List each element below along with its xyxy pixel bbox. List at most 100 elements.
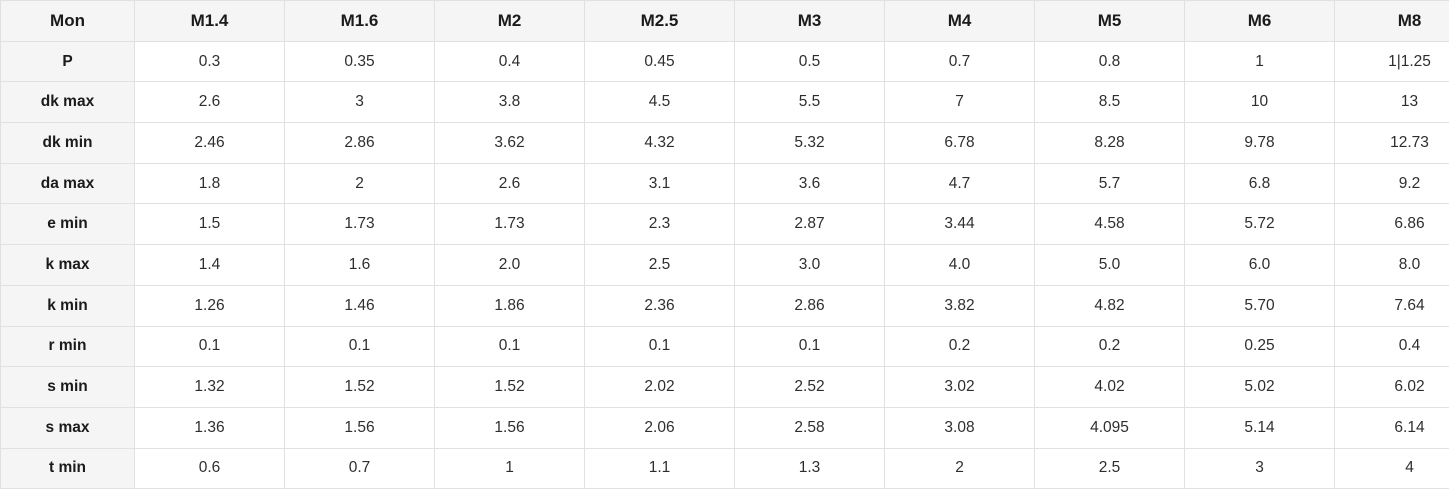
table-cell: 0.7: [884, 40, 1035, 83]
row-label: dk min: [0, 122, 135, 164]
table-cell: 3.62: [434, 122, 585, 164]
table-cell: 0.2: [884, 325, 1035, 368]
table-cell: 5.72: [1184, 203, 1335, 246]
table-cell: 6.0: [1184, 244, 1335, 286]
table-cell: 4.7: [884, 162, 1035, 205]
table-cell: 3.08: [884, 406, 1035, 449]
table-cell: 13: [1334, 81, 1449, 124]
table-cell: 2.58: [734, 406, 885, 449]
table-row: dk max 2.6 3 3.8 4.5 5.5 7 8.5 10 13: [0, 81, 1449, 124]
table-cell: 0.1: [584, 325, 735, 368]
table-row: r min 0.1 0.1 0.1 0.1 0.1 0.2 0.2 0.25 0.4: [0, 325, 1449, 368]
table-cell: 5.0: [1034, 244, 1185, 286]
table-cell: 2.0: [434, 244, 585, 286]
table-cell: 8.0: [1334, 244, 1449, 286]
table-cell: 3: [1184, 447, 1335, 489]
table-row: k min 1.26 1.46 1.86 2.36 2.86 3.82 4.82 5.70 7.6…: [0, 284, 1449, 327]
table-cell: 8.5: [1034, 81, 1185, 124]
table-cell: 6.78: [884, 122, 1035, 164]
table-cell: 5.70: [1184, 284, 1335, 327]
table-cell: 3.6: [734, 162, 885, 205]
table-cell: 2.02: [584, 366, 735, 408]
row-label: k max: [0, 244, 135, 286]
column-header: M2: [434, 0, 585, 42]
table-row: dk min 2.46 2.86 3.62 4.32 5.32 6.78 8.28 9.78 12…: [0, 122, 1449, 164]
table-cell: 0.3: [134, 40, 285, 83]
table-cell: 1.36: [134, 406, 285, 449]
table-cell: 0.1: [734, 325, 885, 368]
header-row: Mon M1.4 M1.6 M2 M2.5 M3 M4 M5 M6 M8: [0, 0, 1449, 42]
table-cell: 4.095: [1034, 406, 1185, 449]
table-cell: 3.0: [734, 244, 885, 286]
table-cell: 2.5: [584, 244, 735, 286]
corner-header: Mon: [0, 0, 135, 42]
table-cell: 5.7: [1034, 162, 1185, 205]
table-cell: 1|1.25: [1334, 40, 1449, 83]
row-label: P: [0, 40, 135, 83]
table-cell: 1.5: [134, 203, 285, 246]
table-cell: 2.5: [1034, 447, 1185, 489]
table-cell: 0.4: [434, 40, 585, 83]
table-cell: 1.4: [134, 244, 285, 286]
row-label: e min: [0, 203, 135, 246]
table-row: e min 1.5 1.73 1.73 2.3 2.87 3.44 4.58 5.72 6.86: [0, 203, 1449, 246]
column-header: M4: [884, 0, 1035, 42]
row-label: k min: [0, 284, 135, 327]
table-cell: 12.73: [1334, 122, 1449, 164]
table-cell: 1.8: [134, 162, 285, 205]
table-cell: 2.46: [134, 122, 285, 164]
table-head: Mon M1.4 M1.6 M2 M2.5 M3 M4 M5 M6 M8: [0, 0, 1449, 42]
table-cell: 1.52: [434, 366, 585, 408]
table-cell: 2: [284, 162, 435, 205]
table-row: s max 1.36 1.56 1.56 2.06 2.58 3.08 4.095 5.14 6.…: [0, 406, 1449, 449]
table-cell: 2.86: [284, 122, 435, 164]
table-cell: 2.6: [134, 81, 285, 124]
table-cell: 2.36: [584, 284, 735, 327]
table-cell: 1.6: [284, 244, 435, 286]
table-cell: 4.82: [1034, 284, 1185, 327]
table-cell: 2: [884, 447, 1035, 489]
table-cell: 7.64: [1334, 284, 1449, 327]
table-cell: 9.2: [1334, 162, 1449, 205]
table-cell: 8.28: [1034, 122, 1185, 164]
table-cell: 2.3: [584, 203, 735, 246]
table-cell: 0.8: [1034, 40, 1185, 83]
table-cell: 5.02: [1184, 366, 1335, 408]
table-cell: 0.7: [284, 447, 435, 489]
row-label: da max: [0, 162, 135, 205]
table-cell: 4: [1334, 447, 1449, 489]
table-cell: 1.86: [434, 284, 585, 327]
table-cell: 0.1: [434, 325, 585, 368]
table-cell: 3.02: [884, 366, 1035, 408]
table-cell: 6.14: [1334, 406, 1449, 449]
table-cell: 4.5: [584, 81, 735, 124]
table-cell: 1.73: [434, 203, 585, 246]
table-cell: 2.6: [434, 162, 585, 205]
table-cell: 9.78: [1184, 122, 1335, 164]
table-cell: 1.52: [284, 366, 435, 408]
column-header: M1.6: [284, 0, 435, 42]
table-cell: 3.44: [884, 203, 1035, 246]
table-cell: 6.02: [1334, 366, 1449, 408]
table-cell: 0.1: [134, 325, 285, 368]
table-cell: 0.1: [284, 325, 435, 368]
table-cell: 1: [1184, 40, 1335, 83]
table-row: k max 1.4 1.6 2.0 2.5 3.0 4.0 5.0 6.0 8.0: [0, 244, 1449, 286]
table-cell: 1.56: [434, 406, 585, 449]
table-cell: 4.58: [1034, 203, 1185, 246]
table-body: P 0.3 0.35 0.4 0.45 0.5 0.7 0.8 1 1|1.25 dk max 2.6…: [0, 40, 1449, 489]
table-cell: 2.06: [584, 406, 735, 449]
table-cell: 7: [884, 81, 1035, 124]
table-cell: 5.32: [734, 122, 885, 164]
table-cell: 4.32: [584, 122, 735, 164]
table-cell: 0.35: [284, 40, 435, 83]
table-cell: 0.25: [1184, 325, 1335, 368]
table-cell: 0.6: [134, 447, 285, 489]
table-cell: 1.1: [584, 447, 735, 489]
column-header: M2.5: [584, 0, 735, 42]
table-cell: 5.5: [734, 81, 885, 124]
table-cell: 1.56: [284, 406, 435, 449]
table-cell: 1.26: [134, 284, 285, 327]
table-cell: 6.86: [1334, 203, 1449, 246]
table-row: P 0.3 0.35 0.4 0.45 0.5 0.7 0.8 1 1|1.25: [0, 40, 1449, 83]
